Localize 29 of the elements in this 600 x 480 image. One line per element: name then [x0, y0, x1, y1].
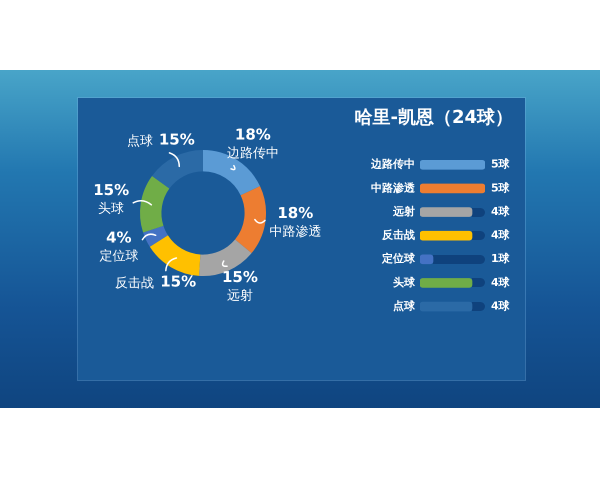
- data-label: 5球: [491, 181, 511, 194]
- y-tick-label: 中路渗透: [371, 181, 416, 194]
- data-label: 15%: [160, 272, 196, 291]
- data-label: 4球: [491, 228, 511, 242]
- y-tick-label: 点球: [393, 299, 416, 312]
- y-tick-label: 头球: [393, 276, 416, 289]
- slice-label: 点球: [126, 134, 153, 150]
- data-label: 4球: [491, 204, 511, 218]
- slice-label: 定位球: [99, 248, 138, 264]
- slice-label: 反击战: [115, 276, 154, 292]
- y-tick-label: 边路传中: [370, 158, 415, 171]
- slice-label: 头球: [98, 202, 124, 217]
- data-label: 4球: [491, 299, 511, 312]
- data-label: 15%: [222, 268, 258, 286]
- chart-title: 哈里-凯恩（24球）: [354, 106, 513, 129]
- y-tick-label: 反击战: [381, 228, 415, 242]
- data-label: 5球: [491, 158, 511, 171]
- data-label: 15%: [93, 181, 130, 200]
- data-label: 18%: [277, 204, 314, 222]
- slice-label: 远射: [226, 288, 253, 304]
- slice-label: 中路渗透: [269, 224, 322, 240]
- data-label: 4球: [491, 276, 511, 289]
- data-label: 1球: [491, 252, 511, 266]
- y-tick-label: 远射: [392, 204, 415, 218]
- data-label: 4%: [106, 228, 132, 246]
- slice-label: 边路传中: [226, 146, 279, 161]
- data-label: 15%: [158, 130, 195, 149]
- data-label: 18%: [234, 126, 271, 144]
- y-tick-label: 定位球: [381, 252, 416, 266]
